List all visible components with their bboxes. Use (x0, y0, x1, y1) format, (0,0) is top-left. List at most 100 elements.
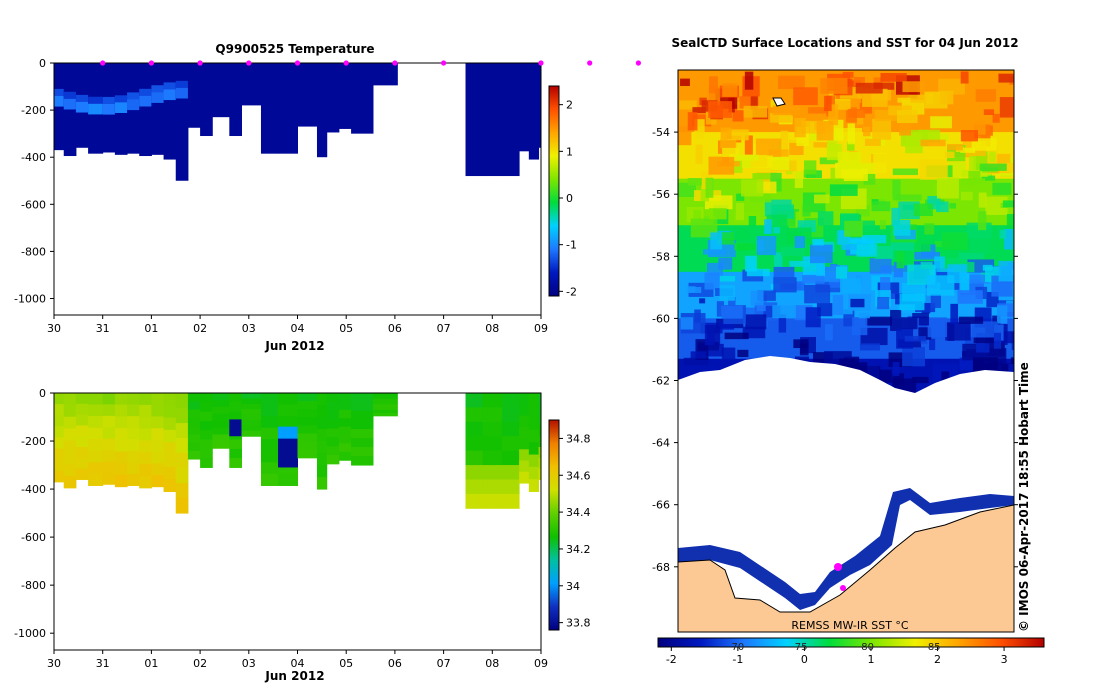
sst-pixel (756, 181, 777, 194)
sst-pixel (744, 135, 753, 155)
sst-pixel (992, 182, 1012, 195)
sst-pixel (947, 143, 963, 151)
salinity-cell (326, 437, 340, 447)
sst-pixel (902, 81, 925, 93)
salinity-cell (127, 439, 140, 452)
salinity-ytick-label: -200 (21, 435, 46, 448)
salinity-cell (88, 450, 104, 463)
sst-pixel (766, 214, 788, 228)
sst-pixel (861, 235, 887, 244)
sst-pixel (840, 278, 861, 294)
sst-pixel (704, 325, 715, 346)
sst-pixel (879, 369, 892, 383)
temperature-cbar-label: 0 (566, 192, 573, 205)
salinity-xtick-label: 01 (144, 657, 158, 670)
salinity-cell (88, 427, 104, 440)
temperature-profile (316, 63, 328, 158)
salinity-cell (338, 418, 352, 428)
sst-pixel (733, 211, 761, 223)
sst-ytick-label: -68 (652, 561, 670, 574)
sst-pixel (865, 316, 892, 326)
salinity-cell (139, 464, 152, 477)
temperature-xlabel: Jun 2012 (264, 339, 324, 353)
sst-pixel (918, 316, 930, 326)
salinity-cell (538, 447, 541, 459)
sst-pixel (880, 73, 907, 82)
temperature-warm-core (127, 99, 140, 111)
sst-pixel (708, 207, 727, 220)
salinity-cell (212, 393, 230, 401)
sst-pixel (997, 305, 1008, 324)
sst-pixel (920, 139, 946, 147)
salinity-cell (175, 393, 189, 409)
salinity-cell (127, 416, 140, 429)
sst-pixel (822, 264, 840, 283)
salinity-cell (229, 458, 242, 468)
salinity-cell (338, 426, 352, 436)
sst-pixel (828, 279, 842, 288)
salinity-cell (241, 420, 262, 426)
salinity-cell (241, 403, 262, 410)
sst-pixel (679, 100, 697, 110)
sst-pixel (774, 252, 783, 268)
salinity-cbar-label: 34.8 (566, 432, 591, 445)
salinity-ytick-label: 0 (39, 387, 46, 400)
salinity-cell (326, 410, 340, 421)
sst-pixel (926, 275, 955, 296)
salinity-cell (538, 436, 541, 448)
sst-pixel (850, 220, 876, 232)
temperature-warm-core (114, 102, 128, 113)
sst-pixel (708, 156, 735, 175)
salinity-cell (139, 393, 152, 406)
sst-pixel (950, 303, 959, 324)
salinity-cell (260, 462, 279, 475)
temperature-xtick-label: 03 (242, 322, 256, 335)
salinity-cell (260, 450, 279, 463)
salinity-cell (351, 447, 374, 457)
salinity-cell (528, 479, 540, 492)
temperature-profile (465, 63, 484, 177)
sst-pixel (718, 257, 733, 270)
sst-pixel (969, 150, 977, 171)
salinity-cell (351, 456, 374, 466)
temperature-profile (538, 63, 541, 148)
sst-pixel (794, 236, 805, 249)
temperature-xtick-label: 02 (193, 322, 207, 335)
salinity-cell (127, 393, 140, 406)
sst-pixel (850, 298, 865, 308)
sst-pixel (816, 264, 825, 276)
surface-marker (392, 60, 398, 66)
coastal-cold-band (678, 488, 1014, 610)
salinity-cell (465, 493, 484, 509)
sst-pixel (912, 376, 929, 384)
sst-cbar-overlay-label: 75 (795, 642, 808, 653)
salinity-cell (75, 425, 89, 437)
salinity-cell (200, 458, 213, 468)
salinity-cell (163, 454, 177, 468)
salinity-cell (63, 404, 77, 418)
sst-pixel (722, 83, 738, 97)
salinity-cell (372, 407, 398, 411)
salinity-cell (175, 468, 189, 484)
sst-pixel (828, 104, 839, 126)
salinity-cell (316, 441, 328, 454)
salinity-cell (297, 417, 318, 426)
sst-pixel (999, 162, 1014, 173)
salinity-cell (102, 427, 116, 440)
temperature-warm-core (54, 95, 65, 107)
sst-pixel (789, 260, 811, 267)
salinity-cell (297, 441, 318, 451)
salinity-cell (278, 393, 298, 406)
salinity-cell (54, 448, 65, 461)
salinity-cell (151, 439, 165, 453)
surface-marker (246, 60, 252, 66)
sst-pixel (993, 332, 1002, 349)
salinity-cell (297, 409, 318, 418)
salinity-cell (372, 404, 398, 408)
sst-pixel (918, 129, 941, 143)
sst-ytick-label: -64 (652, 437, 670, 450)
salinity-cell (200, 411, 213, 422)
salinity-cell (338, 443, 352, 453)
salinity-cell (326, 401, 340, 412)
sst-pixel (835, 266, 848, 279)
